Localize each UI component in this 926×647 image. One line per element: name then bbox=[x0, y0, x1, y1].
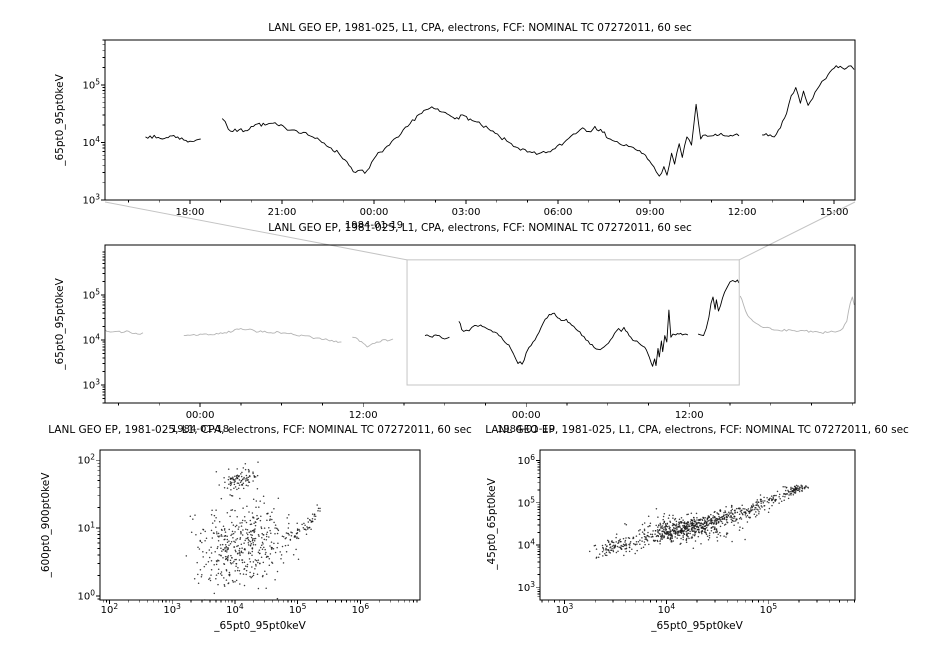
scatter-points bbox=[588, 484, 810, 559]
axis-tick-labels: 00:00 12:00 00:00 12:00 103 104 105 bbox=[82, 287, 703, 421]
axis-ticks bbox=[101, 39, 835, 204]
svg-text:104: 104 bbox=[82, 332, 100, 346]
svg-text:100: 100 bbox=[77, 588, 95, 602]
svg-text:00:00: 00:00 bbox=[360, 207, 389, 218]
axis-ticks bbox=[101, 251, 853, 407]
series-lines bbox=[145, 65, 855, 177]
svg-text:106: 106 bbox=[352, 602, 370, 616]
svg-text:03:00: 03:00 bbox=[452, 207, 481, 218]
svg-text:105: 105 bbox=[82, 77, 100, 91]
svg-text:104: 104 bbox=[658, 602, 676, 616]
axis-ticks bbox=[96, 459, 418, 604]
scatter-left-xlabel: _65pt0_95pt0keV bbox=[214, 620, 306, 632]
svg-text:12:00: 12:00 bbox=[349, 410, 378, 421]
svg-text:104: 104 bbox=[82, 135, 100, 149]
svg-text:00:00: 00:00 bbox=[186, 410, 215, 421]
svg-text:15:00: 15:00 bbox=[820, 207, 849, 218]
series-lines bbox=[105, 295, 855, 348]
context-timeseries-panel[interactable]: 00:00 12:00 00:00 12:00 103 104 105 bbox=[82, 244, 856, 421]
context-panel-ylabel: _65pt0_95pt0keV bbox=[54, 278, 66, 370]
axes-frame bbox=[99, 449, 421, 601]
highlighted-zoom-series bbox=[424, 279, 740, 367]
svg-text:21:00: 21:00 bbox=[268, 207, 297, 218]
scatter-left-title: LANL GEO EP, 1981-025, L1, CPA, electron… bbox=[48, 424, 472, 436]
context-panel-date-label-2: 1984-01-19 bbox=[496, 424, 556, 435]
axes-frame bbox=[539, 449, 856, 601]
context-panel-date-label-1: 1984-01-18 bbox=[170, 424, 230, 435]
scatter-600-900kev-vs-65-95kev-panel[interactable]: 102 103 104 105 106 100 101 102 bbox=[77, 449, 421, 616]
svg-text:06:00: 06:00 bbox=[544, 207, 573, 218]
axis-ticks bbox=[536, 460, 855, 604]
scatter-right-title: LANL GEO EP, 1981-025, L1, CPA, electron… bbox=[485, 424, 909, 436]
context-panel-title: LANL GEO EP, 1981-025, L1, CPA, electron… bbox=[268, 222, 692, 234]
scatter-points bbox=[185, 461, 321, 600]
svg-text:103: 103 bbox=[82, 193, 100, 207]
svg-text:12:00: 12:00 bbox=[728, 207, 757, 218]
svg-text:12:00: 12:00 bbox=[675, 410, 704, 421]
svg-text:103: 103 bbox=[82, 377, 100, 391]
axis-tick-labels: 18:00 21:00 00:00 03:00 06:00 09:00 12:00 15:00… bbox=[82, 77, 848, 218]
scatter-right-ylabel: _45pt0_65pt0keV bbox=[486, 478, 498, 570]
svg-text:18:00: 18:00 bbox=[176, 207, 205, 218]
zoom-region-box[interactable] bbox=[406, 259, 740, 386]
top-timeseries-panel[interactable]: 18:00 21:00 00:00 03:00 06:00 09:00 12:00 15:00… bbox=[82, 39, 856, 218]
svg-text:104: 104 bbox=[517, 538, 535, 552]
svg-text:105: 105 bbox=[82, 287, 100, 301]
svg-text:105: 105 bbox=[517, 495, 535, 509]
axes-frame bbox=[104, 244, 856, 404]
svg-text:103: 103 bbox=[163, 602, 181, 616]
svg-text:00:00: 00:00 bbox=[512, 410, 541, 421]
top-panel-date-label: 1984-01-19 bbox=[344, 220, 404, 231]
top-panel-title: LANL GEO EP, 1981-025, L1, CPA, electron… bbox=[268, 22, 692, 34]
svg-text:104: 104 bbox=[226, 602, 244, 616]
svg-text:105: 105 bbox=[289, 602, 307, 616]
svg-text:103: 103 bbox=[517, 580, 535, 594]
axis-tick-labels: 102 103 104 105 106 100 101 102 bbox=[77, 453, 369, 616]
svg-text:106: 106 bbox=[517, 453, 535, 467]
svg-text:105: 105 bbox=[760, 602, 778, 616]
svg-text:103: 103 bbox=[556, 602, 574, 616]
scatter-right-xlabel: _65pt0_95pt0keV bbox=[651, 620, 743, 632]
zoom-connector-lines bbox=[104, 201, 856, 261]
axis-tick-labels: 103 104 105 103 104 105 106 bbox=[517, 453, 777, 616]
svg-text:101: 101 bbox=[77, 521, 95, 535]
axes-frame bbox=[104, 39, 856, 201]
scatter-45-65kev-vs-65-95kev-panel[interactable]: 103 104 105 103 104 105 106 bbox=[517, 449, 856, 616]
svg-text:102: 102 bbox=[101, 602, 119, 616]
top-panel-ylabel: _65pt0_95pt0keV bbox=[54, 74, 66, 166]
svg-text:102: 102 bbox=[77, 453, 95, 467]
svg-text:09:00: 09:00 bbox=[636, 207, 665, 218]
scatter-left-ylabel: _600pt0_900pt0keV bbox=[40, 472, 52, 578]
